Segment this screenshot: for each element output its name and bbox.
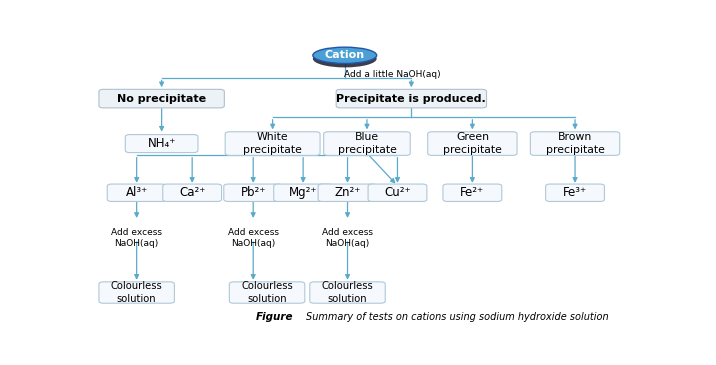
Text: Brown
precipitate: Brown precipitate [546, 132, 604, 155]
Text: Add excess
NaOH(aq): Add excess NaOH(aq) [111, 228, 162, 248]
FancyBboxPatch shape [427, 132, 517, 155]
Text: Figure: Figure [256, 312, 294, 322]
Text: Precipitate is produced.: Precipitate is produced. [337, 93, 486, 104]
Text: Fe²⁺: Fe²⁺ [460, 186, 485, 199]
Text: Colourless
solution: Colourless solution [111, 281, 163, 304]
Text: White
precipitate: White precipitate [243, 132, 302, 155]
FancyBboxPatch shape [107, 184, 166, 201]
FancyBboxPatch shape [310, 282, 385, 303]
FancyBboxPatch shape [225, 132, 320, 155]
Text: Add excess
NaOH(aq): Add excess NaOH(aq) [228, 228, 279, 248]
Ellipse shape [313, 50, 377, 68]
Text: Cation: Cation [324, 50, 365, 60]
Text: Blue
precipitate: Blue precipitate [337, 132, 397, 155]
Text: Fe³⁺: Fe³⁺ [563, 186, 587, 199]
FancyBboxPatch shape [318, 184, 377, 201]
Text: Colourless
solution: Colourless solution [321, 281, 374, 304]
Text: Al³⁺: Al³⁺ [125, 186, 147, 199]
FancyBboxPatch shape [443, 184, 502, 201]
Text: Colourless
solution: Colourless solution [241, 281, 293, 304]
Text: NH₄⁺: NH₄⁺ [147, 137, 176, 150]
FancyBboxPatch shape [531, 132, 620, 155]
Text: Pb²⁺: Pb²⁺ [241, 186, 266, 199]
FancyBboxPatch shape [163, 184, 221, 201]
Text: Cu²⁺: Cu²⁺ [384, 186, 411, 199]
Text: No precipitate: No precipitate [117, 93, 206, 104]
FancyBboxPatch shape [125, 135, 198, 153]
Text: Zn²⁺: Zn²⁺ [334, 186, 361, 199]
Text: Summary of tests on cations using sodium hydroxide solution: Summary of tests on cations using sodium… [306, 312, 609, 322]
Text: Ca²⁺: Ca²⁺ [179, 186, 205, 199]
Text: Add a little NaOH(aq): Add a little NaOH(aq) [344, 70, 440, 79]
FancyBboxPatch shape [229, 282, 305, 303]
FancyBboxPatch shape [224, 184, 283, 201]
Text: Add excess
NaOH(aq): Add excess NaOH(aq) [322, 228, 373, 248]
FancyBboxPatch shape [274, 184, 332, 201]
Text: Mg²⁺: Mg²⁺ [289, 186, 317, 199]
FancyBboxPatch shape [546, 184, 604, 201]
FancyBboxPatch shape [99, 282, 175, 303]
FancyBboxPatch shape [368, 184, 427, 201]
FancyBboxPatch shape [336, 89, 487, 108]
FancyBboxPatch shape [324, 132, 410, 155]
Ellipse shape [313, 47, 377, 64]
Text: Green
precipitate: Green precipitate [443, 132, 502, 155]
FancyBboxPatch shape [99, 89, 224, 108]
